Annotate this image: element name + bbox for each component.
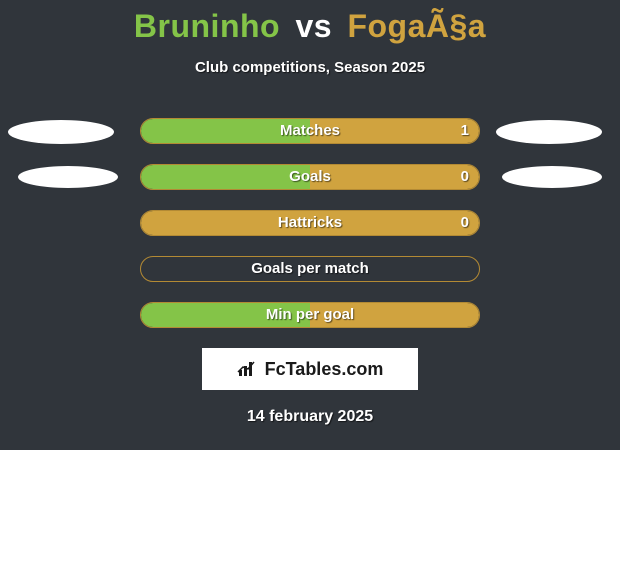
stat-row: Goals per match [0, 256, 620, 282]
bar-fill-left [141, 119, 310, 143]
player2-name: FogaÃ§a [347, 8, 486, 44]
side-ellipse-right [496, 120, 602, 144]
bar-fill-left [141, 165, 310, 189]
stat-rows: Matches1 Goals0 Hattricks0 Goals per match M… [0, 118, 620, 328]
stat-value-right: 0 [461, 168, 469, 185]
side-ellipse-left [8, 120, 114, 144]
bar-fill-right [310, 119, 479, 143]
date-text: 14 february 2025 [0, 408, 620, 426]
stat-row: Hattricks0 [0, 210, 620, 236]
bar-fill-right [141, 211, 479, 235]
bar-fill-right [310, 303, 479, 327]
logo-text: FcTables.com [237, 359, 384, 380]
stat-value-right: 1 [461, 122, 469, 139]
comparison-card: Bruninho vs FogaÃ§a Club competitions, S… [0, 0, 620, 450]
stat-bar: Min per goal [140, 302, 480, 328]
bar-chart-icon [237, 360, 259, 378]
stat-bar: Goals0 [140, 164, 480, 190]
stat-row: Min per goal [0, 302, 620, 328]
source-logo: FcTables.com [202, 348, 418, 390]
stat-label: Goals per match [141, 260, 479, 277]
bar-fill-right [310, 165, 479, 189]
stat-bar: Hattricks0 [140, 210, 480, 236]
side-ellipse-left [18, 166, 118, 188]
stat-bar: Goals per match [140, 256, 480, 282]
side-ellipse-right [502, 166, 602, 188]
stat-value-right: 0 [461, 214, 469, 231]
bar-fill-left [141, 303, 310, 327]
stat-row: Matches1 [0, 118, 620, 144]
subtitle-text: Club competitions, Season 2025 [0, 59, 620, 76]
logo-label: FcTables.com [265, 359, 384, 380]
stat-row: Goals0 [0, 164, 620, 190]
vs-text: vs [295, 8, 332, 44]
page-title: Bruninho vs FogaÃ§a [0, 8, 620, 45]
stat-bar: Matches1 [140, 118, 480, 144]
player1-name: Bruninho [134, 8, 280, 44]
